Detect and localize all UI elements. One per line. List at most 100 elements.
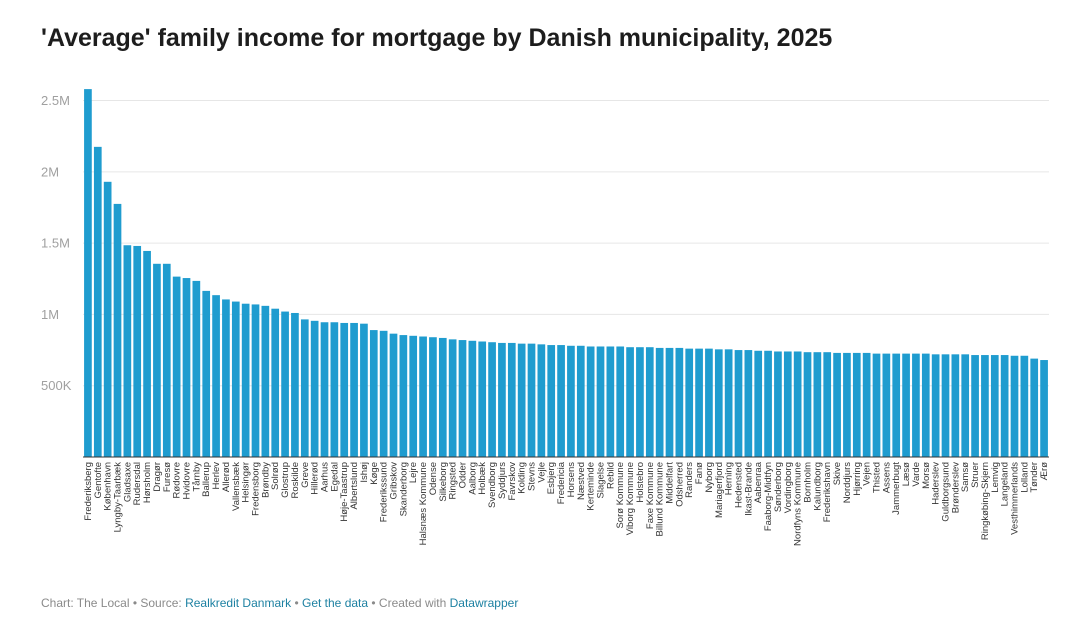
bar[interactable]: [862, 352, 871, 457]
bar[interactable]: [399, 335, 408, 457]
bar[interactable]: [912, 353, 920, 457]
bar[interactable]: [153, 263, 161, 457]
bar[interactable]: [843, 352, 851, 457]
bar[interactable]: [527, 343, 536, 457]
bar[interactable]: [84, 89, 92, 458]
bar[interactable]: [606, 346, 615, 457]
bar[interactable]: [162, 263, 171, 457]
bar[interactable]: [113, 203, 122, 457]
bar[interactable]: [665, 347, 674, 457]
bar[interactable]: [892, 353, 901, 457]
bar[interactable]: [586, 346, 595, 457]
bar[interactable]: [705, 348, 713, 457]
bar[interactable]: [596, 346, 605, 457]
bar[interactable]: [902, 353, 910, 457]
bar[interactable]: [261, 305, 270, 457]
bar[interactable]: [695, 348, 703, 457]
bar[interactable]: [813, 352, 822, 457]
bar[interactable]: [636, 347, 644, 457]
bar[interactable]: [764, 350, 772, 457]
bar[interactable]: [320, 322, 329, 457]
bar[interactable]: [143, 250, 151, 457]
bar[interactable]: [537, 344, 546, 457]
get-data-link[interactable]: Get the data: [302, 596, 369, 610]
bar[interactable]: [448, 339, 457, 457]
bar[interactable]: [123, 245, 132, 457]
bar[interactable]: [429, 337, 437, 457]
bar[interactable]: [389, 333, 398, 457]
bar[interactable]: [438, 337, 447, 457]
bar[interactable]: [557, 345, 565, 457]
bar[interactable]: [547, 345, 556, 457]
bar[interactable]: [1040, 360, 1048, 457]
bar[interactable]: [655, 347, 664, 457]
bar[interactable]: [1000, 355, 1009, 457]
bar[interactable]: [990, 355, 999, 457]
bar[interactable]: [961, 354, 970, 457]
bar[interactable]: [981, 355, 989, 457]
bar[interactable]: [724, 349, 733, 457]
bar[interactable]: [182, 278, 191, 457]
bar[interactable]: [192, 280, 201, 457]
bar[interactable]: [330, 322, 339, 457]
bar[interactable]: [852, 352, 861, 457]
bar[interactable]: [231, 301, 240, 457]
bar[interactable]: [951, 354, 960, 457]
bar[interactable]: [882, 353, 891, 457]
datawrapper-link[interactable]: Datawrapper: [449, 596, 519, 610]
bar[interactable]: [103, 181, 112, 458]
bar[interactable]: [645, 347, 654, 457]
bar[interactable]: [468, 340, 477, 457]
bar[interactable]: [774, 351, 782, 457]
bar[interactable]: [498, 342, 506, 457]
bar[interactable]: [754, 350, 763, 457]
bar[interactable]: [921, 353, 930, 457]
bar[interactable]: [823, 352, 832, 457]
bar[interactable]: [458, 340, 467, 457]
bar[interactable]: [281, 311, 289, 457]
bar[interactable]: [212, 295, 220, 457]
bar[interactable]: [931, 354, 940, 457]
bar[interactable]: [241, 303, 250, 457]
bar[interactable]: [310, 320, 319, 457]
bar[interactable]: [793, 351, 802, 457]
bar[interactable]: [222, 299, 230, 457]
bar[interactable]: [271, 308, 280, 457]
bar[interactable]: [685, 348, 694, 457]
bar[interactable]: [360, 323, 368, 457]
bar[interactable]: [1030, 358, 1039, 457]
bar[interactable]: [1020, 355, 1029, 457]
bar[interactable]: [202, 290, 211, 457]
bar[interactable]: [340, 322, 349, 457]
bar[interactable]: [1010, 355, 1019, 457]
bar[interactable]: [714, 349, 723, 457]
bar[interactable]: [350, 322, 358, 457]
bar[interactable]: [872, 353, 881, 457]
bar[interactable]: [567, 345, 575, 457]
bar[interactable]: [941, 354, 950, 457]
bar[interactable]: [93, 146, 102, 458]
bar[interactable]: [291, 312, 299, 457]
bar[interactable]: [971, 355, 979, 457]
source-link[interactable]: Realkredit Danmark: [185, 596, 292, 610]
bar[interactable]: [783, 351, 792, 457]
bar[interactable]: [626, 347, 634, 457]
bar[interactable]: [744, 350, 753, 457]
bar[interactable]: [133, 245, 142, 457]
bar[interactable]: [379, 330, 388, 457]
bar[interactable]: [833, 352, 841, 457]
bar[interactable]: [419, 336, 427, 457]
bar[interactable]: [734, 350, 743, 457]
bar[interactable]: [251, 304, 260, 457]
bar[interactable]: [172, 276, 181, 457]
bar[interactable]: [675, 347, 684, 457]
bar[interactable]: [478, 341, 487, 458]
bar[interactable]: [803, 352, 812, 457]
bar[interactable]: [517, 343, 526, 457]
bar[interactable]: [409, 335, 418, 457]
bar[interactable]: [488, 342, 496, 457]
bar[interactable]: [300, 319, 309, 457]
bar[interactable]: [576, 345, 585, 457]
bar[interactable]: [369, 330, 378, 457]
bar[interactable]: [616, 346, 625, 457]
